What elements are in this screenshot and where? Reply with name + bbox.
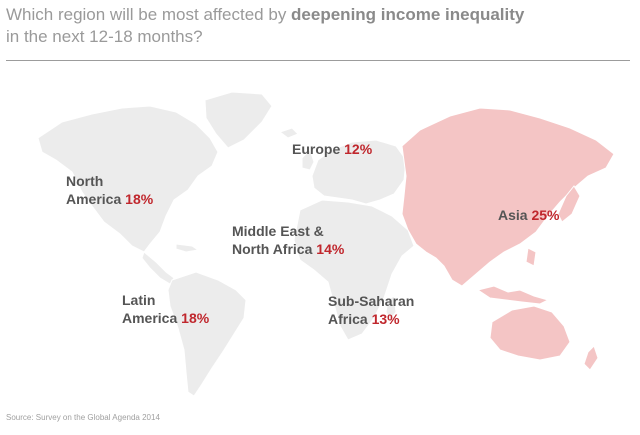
source-note: Source: Survey on the Global Agenda 2014 <box>6 413 160 422</box>
region-label-asia: Asia 25% <box>498 207 560 223</box>
title-divider <box>6 60 630 61</box>
uk-shape <box>301 149 315 171</box>
region-label-mena: Middle East & North Africa 14% <box>232 223 345 257</box>
title-prefix: Which region will be most affected by <box>6 5 292 24</box>
africa-shape <box>293 199 415 341</box>
region-label-north-america: North America 18% <box>66 173 154 207</box>
philippines-shape <box>525 247 537 267</box>
region-label-europe: Europe 12% <box>292 141 373 157</box>
region-value-europe: 12% <box>344 141 373 157</box>
indonesia-shape <box>476 285 550 305</box>
chart-title: Which region will be most affected by de… <box>6 4 606 48</box>
central-america-shape <box>141 251 175 285</box>
region-value-latin-america: 18% <box>181 310 210 326</box>
region-label-ssa: Sub-Saharan Africa 13% <box>328 293 415 327</box>
region-value-mena: 14% <box>316 241 345 257</box>
new-zealand-shape <box>583 345 599 371</box>
title-emphasis: deepening income inequality <box>291 5 525 24</box>
title-line2: in the next 12-18 months? <box>6 27 203 46</box>
iceland-shape <box>278 127 299 139</box>
region-label-latin-america: Latin America 18% <box>122 292 210 326</box>
japan-shape <box>557 185 581 223</box>
greenland-shape <box>204 91 273 149</box>
caribbean-shape <box>175 243 200 253</box>
australia-shape <box>489 305 571 361</box>
region-value-ssa: 13% <box>371 311 400 327</box>
region-value-north-america: 18% <box>125 191 154 207</box>
madagascar-shape <box>385 295 397 321</box>
asia-shape <box>401 107 615 287</box>
region-value-asia: 25% <box>531 207 560 223</box>
north-america-shape <box>37 105 219 253</box>
europe-shape <box>311 139 407 205</box>
south-america-shape <box>167 271 247 397</box>
